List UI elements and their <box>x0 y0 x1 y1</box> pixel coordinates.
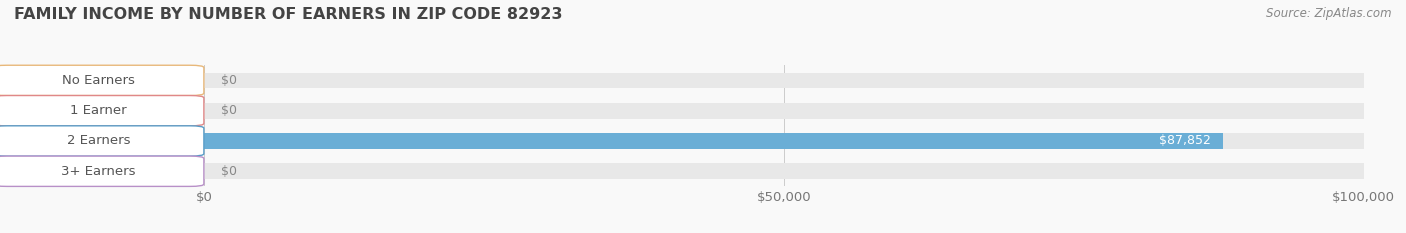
Bar <box>204 103 1364 119</box>
Text: $0: $0 <box>221 104 238 117</box>
Text: 1 Earner: 1 Earner <box>70 104 127 117</box>
Bar <box>204 72 1364 88</box>
Text: $0: $0 <box>221 74 238 87</box>
Bar <box>204 133 1364 149</box>
Bar <box>204 133 1223 149</box>
Text: $87,852: $87,852 <box>1160 134 1212 147</box>
Text: FAMILY INCOME BY NUMBER OF EARNERS IN ZIP CODE 82923: FAMILY INCOME BY NUMBER OF EARNERS IN ZI… <box>14 7 562 22</box>
Text: No Earners: No Earners <box>62 74 135 87</box>
Bar <box>204 163 1364 179</box>
Text: 3+ Earners: 3+ Earners <box>62 165 135 178</box>
Text: 2 Earners: 2 Earners <box>66 134 131 147</box>
Text: $0: $0 <box>221 165 238 178</box>
Text: Source: ZipAtlas.com: Source: ZipAtlas.com <box>1267 7 1392 20</box>
